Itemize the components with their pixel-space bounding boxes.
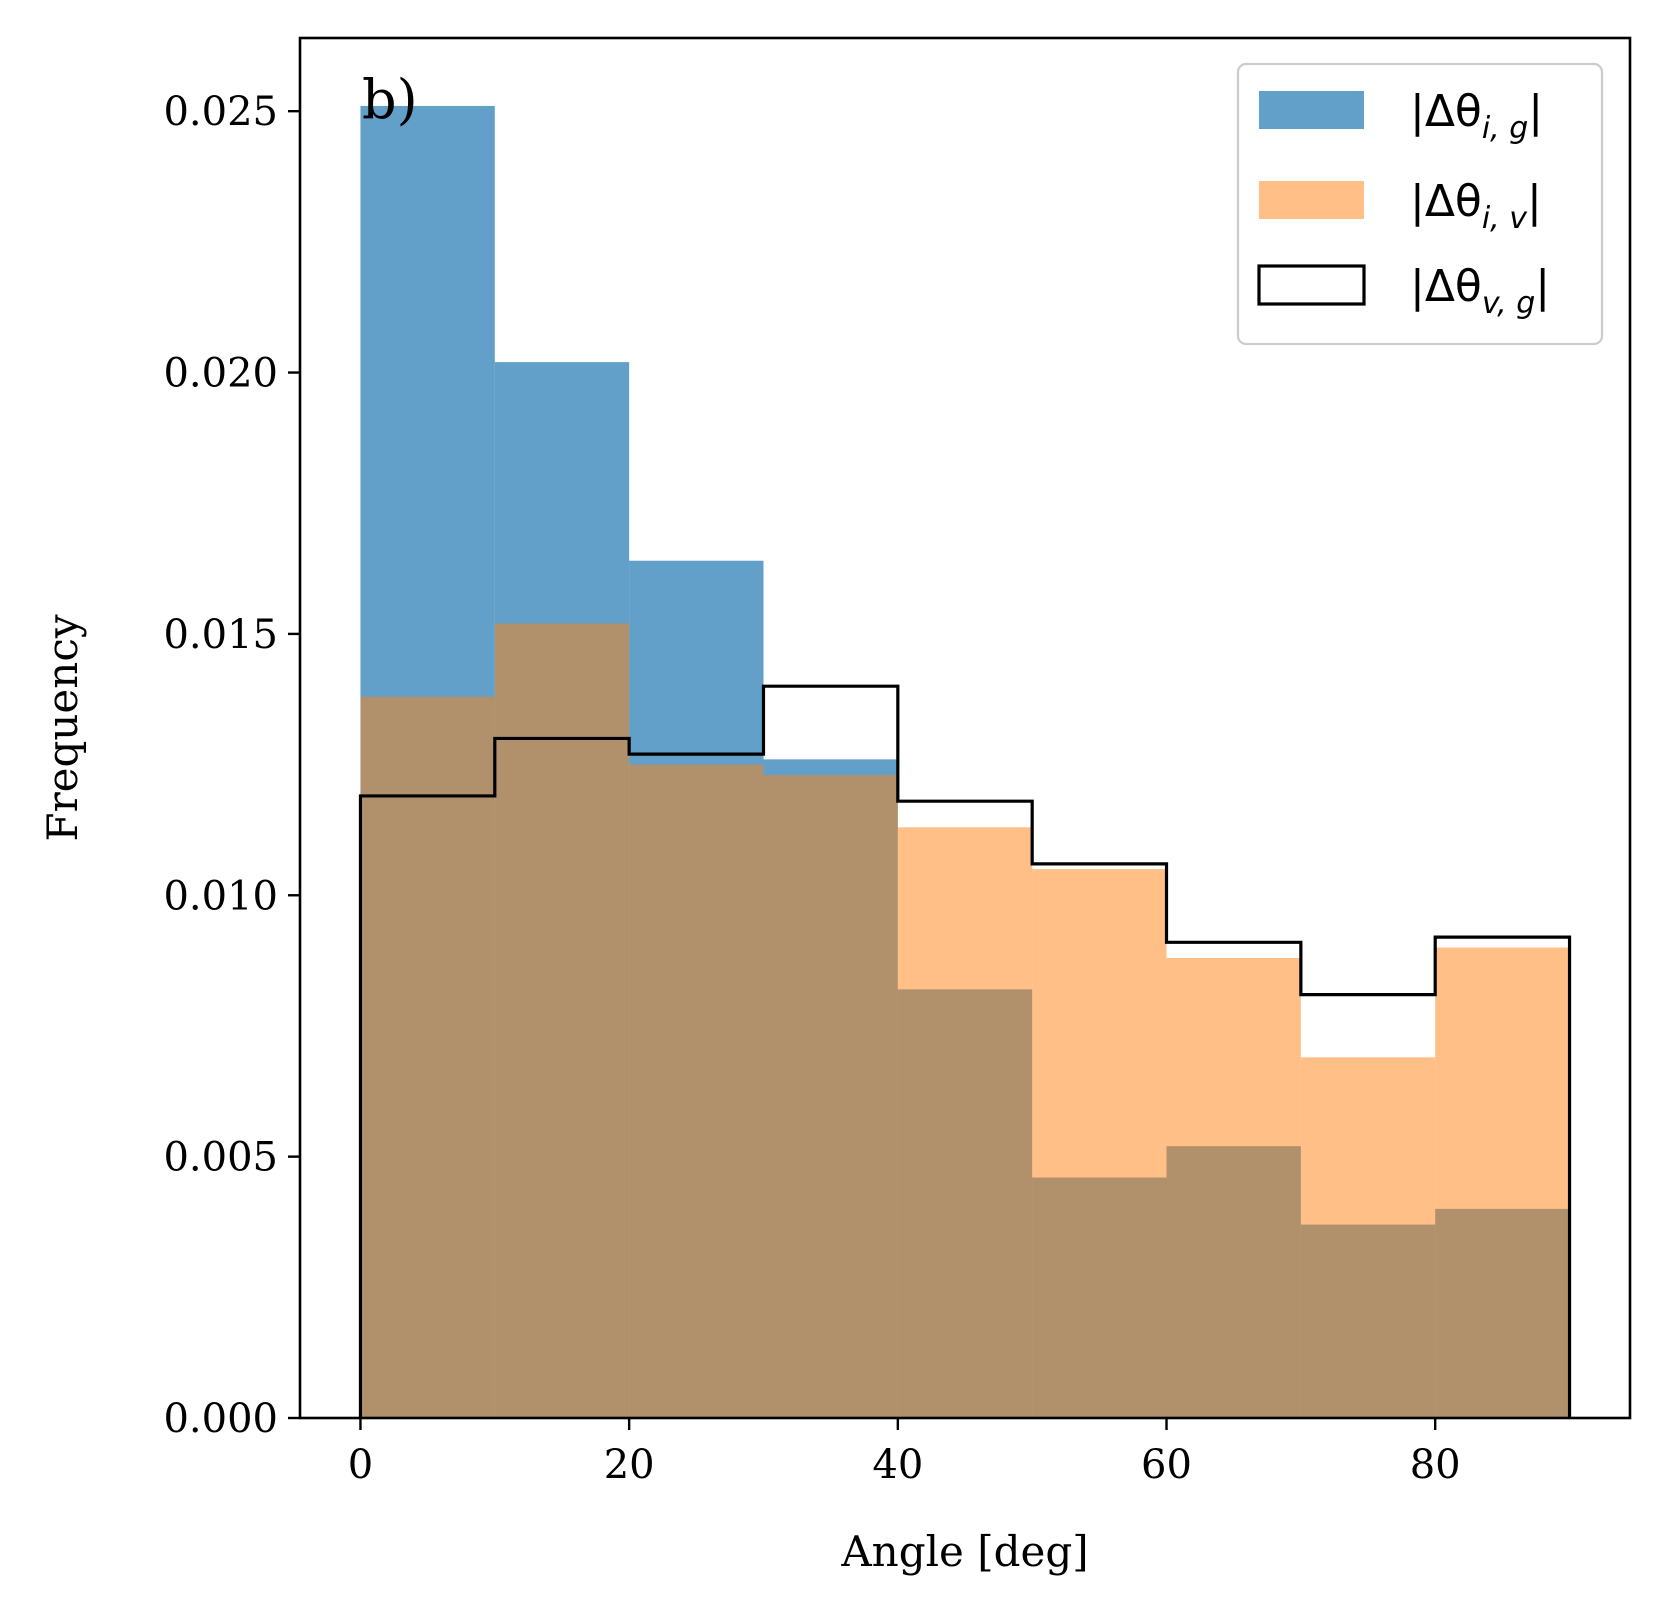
ticks-layer: 0 20 40 60 80 0.000 0.005 0.010 0.015 0.020 0.025 bbox=[163, 89, 1460, 1488]
x-tick-label: 40 bbox=[872, 1442, 923, 1488]
legend: |Δθi, g| |Δθi, v| |Δθv, g| bbox=[1236, 62, 1604, 346]
legend-item-2: |Δθi, v| bbox=[1259, 176, 1542, 236]
legend-label: |Δθi, v| bbox=[1410, 176, 1542, 236]
legend-label: |Δθi, g| bbox=[1410, 86, 1543, 146]
legend-swatch bbox=[1259, 91, 1364, 129]
y-tick-label: 0.015 bbox=[163, 612, 278, 658]
series-3-step-outline bbox=[358, 684, 1572, 1418]
series-2-bar bbox=[1032, 869, 1167, 1418]
x-tick-label: 20 bbox=[604, 1442, 655, 1488]
legend-swatch bbox=[1257, 264, 1366, 306]
y-axis-label: Frequency bbox=[38, 614, 87, 841]
legend-swatch bbox=[1259, 181, 1364, 219]
series-2-bar bbox=[360, 696, 495, 1418]
series-2-bar bbox=[1300, 1057, 1436, 1418]
legend-label: |Δθv, g| bbox=[1410, 261, 1550, 321]
legend-item-3: |Δθv, g| bbox=[1257, 261, 1550, 321]
y-tick-label: 0.010 bbox=[163, 873, 278, 919]
axes-frame bbox=[298, 36, 1632, 1420]
series-2-bar bbox=[1435, 947, 1570, 1418]
y-tick-label: 0.005 bbox=[163, 1135, 278, 1181]
series-2 bbox=[360, 623, 1570, 1418]
series-2-bar bbox=[629, 764, 764, 1418]
y-tick-label: 0.025 bbox=[163, 89, 278, 135]
series-2-bar bbox=[763, 775, 898, 1418]
legend-box bbox=[1236, 62, 1604, 346]
series-2-bar bbox=[494, 623, 630, 1418]
x-axis-label: Angle [deg] bbox=[840, 1527, 1088, 1576]
series-2-bar bbox=[1166, 958, 1301, 1418]
bars-layer bbox=[358, 105, 1572, 1418]
series-3 bbox=[358, 684, 1572, 1418]
y-tick-label: 0.000 bbox=[163, 1396, 278, 1442]
x-tick-label: 0 bbox=[348, 1442, 373, 1488]
panel-label: b) bbox=[362, 68, 418, 131]
series-2-bar bbox=[897, 827, 1033, 1418]
legend-item-1: |Δθi, g| bbox=[1259, 86, 1543, 146]
x-tick-label: 80 bbox=[1410, 1442, 1461, 1488]
x-tick-label: 60 bbox=[1141, 1442, 1192, 1488]
y-tick-label: 0.020 bbox=[163, 351, 278, 397]
